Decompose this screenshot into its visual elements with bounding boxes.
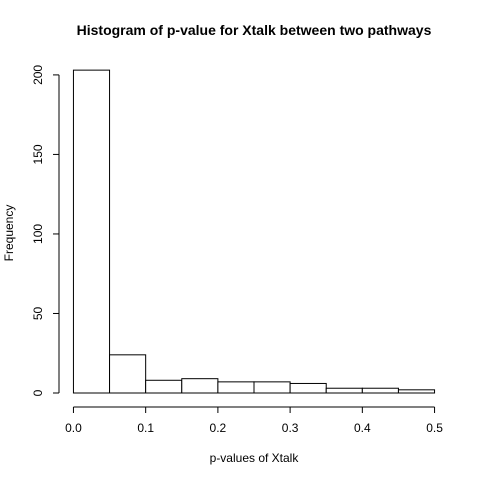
x-tick-label: 0.1 [137, 421, 154, 435]
x-tick-label: 0.0 [65, 421, 82, 435]
bar [109, 354, 147, 394]
bar [72, 69, 111, 394]
x-tick-label: 0.2 [210, 421, 227, 435]
y-tick-label: 0 [31, 389, 45, 396]
bar [217, 381, 255, 394]
y-tick-label: 150 [31, 144, 45, 164]
bar [181, 378, 219, 394]
chart-title: Histogram of p-value for Xtalk between t… [77, 22, 432, 38]
y-tick-label: 50 [31, 306, 45, 320]
bar [325, 387, 363, 394]
bar [361, 387, 399, 394]
bar [289, 382, 327, 394]
x-tick-label: 0.4 [354, 421, 371, 435]
x-tick-label: 0.5 [426, 421, 443, 435]
x-axis-label: p-values of Xtalk [210, 451, 300, 465]
y-tick-label: 100 [31, 224, 45, 244]
bar [253, 381, 291, 394]
y-tick-label: 200 [31, 65, 45, 85]
bar [397, 389, 436, 394]
y-axis-label: Frequency [2, 205, 16, 262]
bar [145, 379, 183, 394]
x-tick-label: 0.3 [282, 421, 299, 435]
